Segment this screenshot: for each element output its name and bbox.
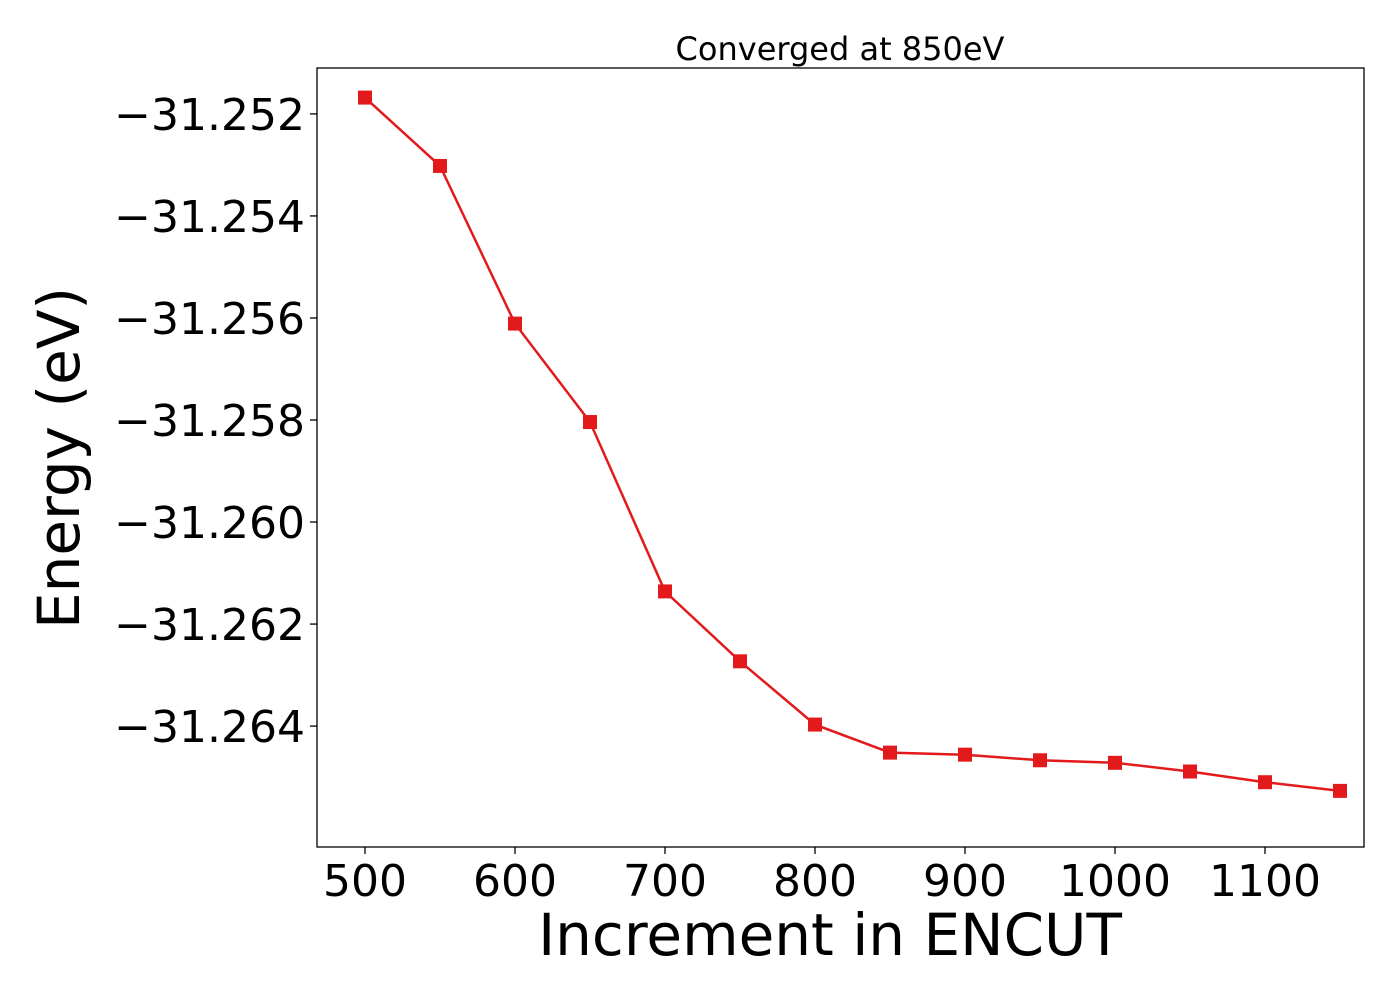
series-line	[364, 96, 1341, 793]
x-tick-label: 600	[473, 856, 557, 907]
data-point	[658, 584, 672, 599]
y-axis-title: Energy (eV)	[25, 287, 93, 629]
data-point	[358, 90, 372, 105]
x-tick-label: 800	[773, 856, 857, 907]
data-point	[1258, 775, 1272, 790]
y-tick-label: −31.262	[114, 600, 305, 651]
data-point	[958, 747, 972, 762]
data-point	[1183, 764, 1197, 779]
data-point	[433, 158, 447, 173]
data-point	[1033, 753, 1047, 768]
plot-area: 500 600 700 800 900 1000 1100 −31.252 −31.254 −31…	[114, 67, 1365, 907]
plot-frame	[316, 67, 1365, 848]
x-tick-label: 500	[323, 856, 407, 907]
x-tick-label: 1100	[1209, 856, 1321, 907]
y-tick-label: −31.256	[114, 294, 305, 345]
data-point	[1333, 783, 1347, 798]
x-tick-label: 700	[623, 856, 707, 907]
x-tick-label: 900	[923, 856, 1007, 907]
y-tick-label: −31.258	[114, 396, 305, 447]
x-tick-label: 1000	[1059, 856, 1171, 907]
data-point	[733, 654, 747, 669]
chart-title: Converged at 850eV	[676, 30, 1005, 68]
y-tick-label: −31.254	[114, 192, 305, 243]
data-point	[808, 717, 822, 732]
x-axis-title: Increment in ENCUT	[538, 901, 1122, 969]
y-tick-label: −31.252	[114, 90, 305, 141]
y-tick-label: −31.264	[114, 702, 305, 753]
y-tick-label: −31.260	[114, 498, 305, 549]
data-point	[583, 415, 597, 430]
data-point	[883, 745, 897, 760]
data-point	[1108, 755, 1122, 770]
data-point	[508, 316, 522, 331]
